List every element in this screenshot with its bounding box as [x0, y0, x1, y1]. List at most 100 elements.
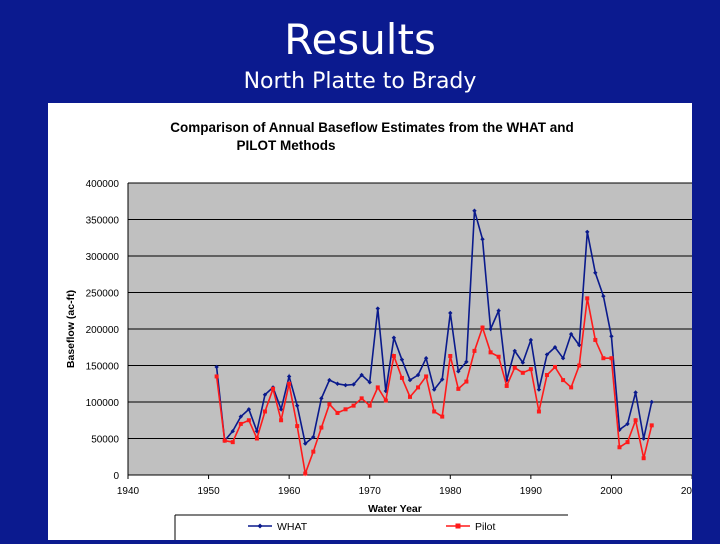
pilot-data-point: [472, 348, 477, 353]
series-layer: [214, 208, 654, 477]
pilot-data-point: [214, 374, 219, 379]
baseflow-chart: Comparison of Annual Baseflow Estimates …: [65, 120, 704, 540]
pilot-data-point: [238, 421, 243, 426]
what-data-point: [488, 326, 493, 332]
pilot-data-point: [480, 325, 485, 330]
what-data-point: [343, 383, 348, 388]
what-data-point: [303, 441, 308, 446]
pilot-data-point: [375, 385, 380, 390]
x-tick-label: 2000: [600, 486, 623, 497]
what-data-point: [230, 429, 235, 434]
x-tick-label: 2010: [681, 486, 692, 497]
what-data-point: [278, 407, 284, 412]
x-tick-labels: 1940 1950 1960 1970 1980 1990 2000 2010: [117, 475, 704, 497]
what-data-point: [472, 208, 477, 213]
pilot-data-point: [496, 354, 501, 359]
x-tick-label: 1940: [117, 486, 140, 497]
pilot-data-point: [279, 418, 284, 423]
pilot-data-point: [649, 423, 654, 428]
what-data-point: [633, 390, 638, 395]
what-data-point: [327, 377, 332, 383]
chart-panel: Comparison of Annual Baseflow Estimates …: [48, 103, 704, 540]
what-data-point: [448, 310, 453, 316]
pilot-data-point: [617, 445, 622, 450]
pilot-data-point: [327, 402, 332, 407]
x-tick-label: 1970: [359, 486, 382, 497]
what-data-point: [464, 359, 469, 365]
pilot-data-point: [504, 383, 509, 388]
pilot-data-point: [311, 449, 316, 454]
pilot-data-point: [408, 394, 412, 399]
pilot-data-point: [367, 403, 372, 408]
what-data-point: [440, 377, 445, 382]
pilot-data-point: [359, 396, 364, 401]
pilot-data-point: [520, 370, 525, 375]
what-data-point: [367, 380, 372, 385]
pilot-data-point: [577, 363, 582, 368]
x-tick-label: 1960: [278, 486, 301, 497]
pilot-data-point: [544, 372, 549, 377]
pilot-data-point: [416, 385, 421, 390]
pilot-data-point: [641, 456, 646, 461]
what-data-point: [641, 436, 646, 441]
what-data-point: [649, 399, 654, 405]
what-data-point: [625, 421, 630, 427]
what-data-point: [456, 369, 461, 374]
y-tick-label: 300000: [86, 252, 120, 263]
slide-title: Results: [284, 15, 436, 64]
pilot-data-point: [262, 409, 267, 414]
what-data-point: [335, 381, 340, 386]
pilot-data-point: [488, 350, 493, 355]
pilot-data-point: [246, 418, 251, 423]
pilot-data-point: [633, 418, 638, 423]
what-data-point: [319, 396, 324, 401]
what-data-point: [359, 372, 364, 378]
what-data-point: [601, 293, 606, 299]
what-data-point: [214, 364, 219, 370]
y-tick-label: 400000: [86, 179, 120, 190]
y-axis-label: Baseflow (ac-ft): [65, 290, 77, 368]
chart-title-line-2: PILOT Methods: [237, 138, 336, 153]
pilot-data-point: [569, 385, 574, 390]
pilot-data-point: [601, 356, 606, 361]
pilot-data-point: [303, 471, 308, 476]
pilot-data-point: [295, 424, 300, 429]
pilot-data-point: [343, 407, 348, 412]
pilot-data-point: [464, 379, 469, 384]
pilot-data-point: [512, 365, 517, 370]
what-data-point: [423, 356, 429, 361]
pilot-data-point: [424, 374, 429, 379]
what-data-point: [552, 345, 558, 350]
gridlines: [128, 182, 692, 439]
pilot-data-point: [448, 354, 453, 359]
y-tick-label: 100000: [86, 398, 120, 409]
x-axis-label: Water Year: [368, 503, 422, 515]
pilot-data-point: [625, 440, 630, 445]
pilot-legend-label: Pilot: [475, 521, 496, 533]
what-data-point: [544, 352, 550, 357]
pilot-data-point: [432, 409, 437, 414]
legend: WHAT Pilot: [248, 521, 496, 533]
y-tick-label: 150000: [86, 362, 120, 373]
x-tick-label: 1980: [439, 486, 462, 497]
what-data-point: [246, 407, 252, 412]
chart-title-line-1: Comparison of Annual Baseflow Estimates …: [170, 120, 574, 135]
pilot-data-point: [536, 409, 541, 414]
what-legend-label: WHAT: [277, 521, 308, 533]
y-tick-label: 350000: [86, 216, 120, 227]
pilot-data-point: [391, 354, 396, 359]
what-data-point: [262, 392, 268, 397]
pilot-data-point: [528, 367, 533, 372]
what-data-point: [609, 334, 614, 339]
pilot-data-point: [399, 375, 404, 380]
slide-subtitle: North Platte to Brady: [243, 69, 477, 94]
pilot-data-point: [319, 425, 324, 430]
what-data-point: [311, 434, 316, 440]
y-tick-label: 250000: [86, 289, 120, 300]
what-data-point: [585, 229, 590, 235]
what-data-point: [536, 387, 542, 392]
y-tick-label: 0: [113, 471, 119, 482]
pilot-legend-marker: [455, 523, 461, 529]
pilot-data-point: [222, 438, 227, 443]
what-data-point: [431, 387, 437, 392]
